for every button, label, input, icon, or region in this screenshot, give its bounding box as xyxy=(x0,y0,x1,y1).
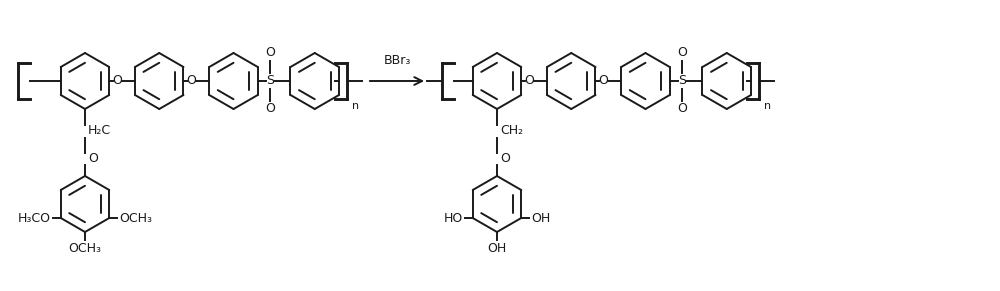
Text: OCH₃: OCH₃ xyxy=(68,242,102,255)
Text: O: O xyxy=(265,102,275,116)
Text: OCH₃: OCH₃ xyxy=(119,212,152,224)
Text: O: O xyxy=(677,47,687,59)
Text: O: O xyxy=(265,47,275,59)
Text: O: O xyxy=(88,152,98,166)
Text: n: n xyxy=(764,101,771,111)
Text: HO: HO xyxy=(443,212,463,224)
Text: O: O xyxy=(599,74,608,88)
Text: BBr₃: BBr₃ xyxy=(383,54,411,67)
Text: OH: OH xyxy=(531,212,550,224)
Text: H₂C: H₂C xyxy=(88,125,111,138)
Text: H₃CO: H₃CO xyxy=(18,212,51,224)
Text: CH₂: CH₂ xyxy=(500,125,523,138)
Text: O: O xyxy=(112,74,122,88)
Text: O: O xyxy=(677,102,687,116)
Text: O: O xyxy=(524,74,534,88)
Text: OH: OH xyxy=(487,242,507,255)
Text: n: n xyxy=(352,101,359,111)
Text: O: O xyxy=(187,74,196,88)
Text: S: S xyxy=(266,74,274,88)
Text: S: S xyxy=(678,74,686,88)
Text: O: O xyxy=(500,152,510,166)
